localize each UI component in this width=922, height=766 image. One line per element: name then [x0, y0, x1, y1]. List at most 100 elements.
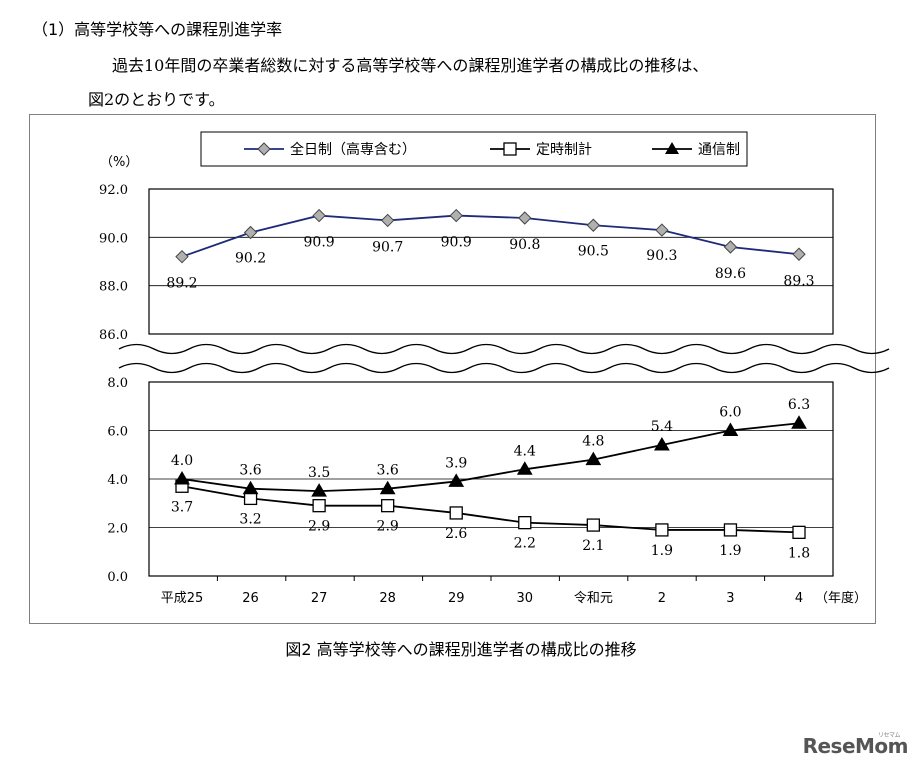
chart-frame	[29, 114, 876, 624]
series-line-1	[181, 214, 800, 258]
legend-marker-square	[503, 142, 517, 156]
axis-break-wave-top	[118, 343, 890, 355]
series-2-point	[655, 523, 669, 537]
x-category-label: 30	[517, 591, 534, 606]
series-1-point	[449, 208, 463, 223]
upper-plot-area	[148, 188, 834, 335]
data-label-series-1: 90.3	[646, 248, 677, 264]
x-category-label: 26	[242, 591, 259, 606]
series-1-point	[175, 249, 189, 264]
series-3-point	[174, 471, 190, 485]
series-1-point	[792, 247, 806, 261]
series-2-point	[449, 506, 463, 520]
series-1-point	[312, 208, 326, 223]
data-label-series-1: 90.9	[304, 235, 335, 251]
data-label-series-1: 89.2	[166, 276, 197, 292]
series-1-point	[655, 223, 669, 237]
data-label-series-2: 2.6	[445, 526, 467, 542]
data-label-series-2: 1.9	[651, 543, 673, 559]
series-3-point	[722, 422, 739, 436]
series-1-point	[518, 211, 532, 225]
section-heading: （1）高等学校等への課程別進学率	[32, 20, 283, 39]
series-3-point	[654, 437, 670, 451]
series-1-point	[380, 213, 395, 228]
series-line-3	[181, 422, 800, 493]
series-3-point	[448, 473, 465, 487]
upper-y-tick-label: 86.0	[99, 328, 128, 343]
data-label-series-2: 2.9	[308, 519, 330, 535]
upper-y-tick-label: 90.0	[99, 231, 128, 246]
x-category-label: 2	[658, 591, 666, 606]
series-3-point	[585, 451, 602, 466]
upper-y-tick-label: 92.0	[99, 183, 128, 198]
figure-caption: 図2 高等学校等への課程別進学者の構成比の推移	[285, 640, 637, 659]
data-label-series-1: 89.6	[715, 266, 746, 282]
data-label-series-1: 90.5	[578, 243, 609, 259]
series-3-point	[791, 415, 807, 429]
description-line-1: 過去10年間の卒業者総数に対する高等学校等への課程別進学者の構成比の推移は、	[112, 56, 709, 75]
series-2-point	[312, 499, 326, 513]
line-chart: 92.0 90.0 88.0 86.0 8.0 6.0 4.0 2.0 0.0 平成25 26 27 2…	[99, 131, 890, 606]
data-label-series-3: 4.4	[514, 443, 536, 459]
series-1-point	[243, 225, 258, 240]
series-2-point	[792, 525, 806, 539]
x-category-label: 令和元	[574, 591, 613, 606]
lower-y-tick-label: 8.0	[107, 376, 128, 391]
series-line-2	[181, 485, 800, 534]
data-label-series-2: 1.9	[719, 543, 741, 559]
data-label-series-3: 3.9	[445, 455, 467, 471]
x-category-label: 27	[311, 591, 328, 606]
y-unit-label: （%）	[100, 155, 138, 170]
legend-label-2: 定時制計	[536, 142, 592, 158]
data-label-series-1: 90.8	[509, 237, 540, 253]
data-label-series-1: 90.7	[372, 239, 403, 255]
data-label-series-3: 3.5	[308, 465, 330, 481]
series-1-point	[723, 240, 738, 254]
legend-marker-diamond	[257, 142, 271, 156]
series-3-point	[242, 480, 259, 495]
x-category-label: 28	[379, 591, 396, 606]
lower-y-tick-label: 0.0	[107, 570, 128, 585]
series-2-point	[381, 499, 395, 513]
data-label-series-1: 90.9	[441, 235, 472, 251]
description-line-2: 図2のとおりです。	[88, 90, 225, 109]
data-label-series-3: 5.4	[651, 419, 673, 435]
axis-break-gap	[117, 345, 862, 375]
data-label-series-2: 3.7	[171, 499, 193, 515]
series-1-point	[586, 218, 601, 232]
data-label-series-2: 3.2	[239, 511, 261, 527]
series-3-point	[516, 461, 533, 475]
logo-text: ReseMom	[802, 734, 909, 758]
lower-y-tick-label: 2.0	[107, 522, 128, 537]
x-category-label: 3	[726, 591, 734, 606]
x-category-label: 4	[795, 591, 803, 606]
resemom-logo: ReseMom リセマム	[802, 732, 909, 758]
data-label-series-2: 1.8	[788, 545, 810, 561]
data-label-series-1: 89.3	[783, 273, 814, 289]
data-label-series-3: 3.6	[239, 463, 261, 479]
upper-y-tick-label: 88.0	[99, 280, 128, 295]
legend-marker-triangle	[665, 142, 679, 154]
data-label-series-2: 2.1	[582, 538, 604, 554]
lower-y-tick-label: 4.0	[107, 473, 128, 488]
data-label-series-3: 3.6	[377, 463, 399, 479]
series-3-point	[379, 480, 396, 495]
lower-y-tick-label: 6.0	[107, 425, 128, 440]
data-label-series-2: 2.9	[377, 519, 399, 535]
data-label-series-3: 4.0	[171, 453, 193, 469]
legend-label-3: 通信制	[698, 142, 740, 158]
legend-label-1: 全日制（高専含む）	[290, 141, 416, 158]
x-category-label: 29	[448, 591, 465, 606]
x-unit-label: （年度）	[815, 590, 867, 606]
series-2-point	[723, 523, 738, 537]
logo-subtext: リセマム	[877, 732, 901, 739]
series-2-point	[586, 518, 600, 532]
axis-break-wave-bottom	[118, 362, 890, 374]
x-category-label: 平成25	[161, 591, 204, 606]
data-label-series-3: 4.8	[582, 434, 604, 450]
data-label-series-3: 6.3	[788, 397, 810, 413]
data-label-series-2: 2.2	[514, 536, 536, 552]
data-label-series-3: 6.0	[719, 405, 741, 421]
series-2-point	[518, 516, 532, 530]
data-label-series-1: 90.2	[235, 251, 266, 267]
